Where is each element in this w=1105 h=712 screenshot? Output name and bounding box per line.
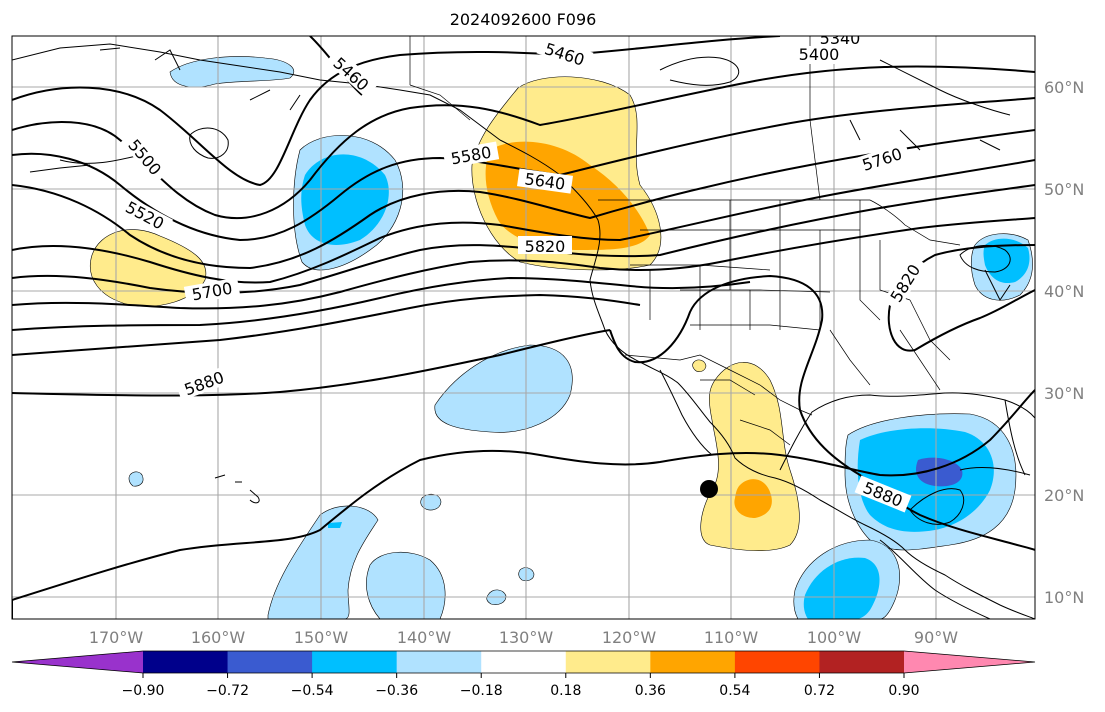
colorbar-segment — [396, 651, 482, 673]
colorbar-tick-label: 0.36 — [635, 683, 666, 699]
colorbar-tick-label: −0.90 — [122, 683, 165, 699]
longitude-labels: 170°W 160°W 150°W 140°W 130°W 120°W 110°… — [89, 628, 958, 647]
lat-label: 60°N — [1044, 78, 1084, 97]
contour-labels: 5340 5400 5460 5460 5500 5520 5580 5640 … — [116, 29, 927, 513]
lon-label: 130°W — [499, 628, 554, 647]
map-title: 2024092600 F096 — [450, 10, 597, 29]
orange-anomaly-pacific-nw — [485, 141, 650, 250]
colorbar-segment — [734, 651, 820, 673]
colorbar-tick-label: 0.90 — [888, 683, 919, 699]
colorbar-tick-label: −0.18 — [460, 683, 503, 699]
lon-label: 170°W — [89, 628, 144, 647]
colorbar-segment — [312, 651, 398, 673]
lat-label: 40°N — [1044, 282, 1084, 301]
colorbar-extend-low — [12, 651, 143, 673]
map-frame — [11, 35, 1036, 620]
colorbar-segment — [143, 651, 229, 673]
map-area: 5340 5400 5460 5460 5500 5520 5580 5640 … — [12, 29, 1035, 619]
lon-label: 100°W — [807, 628, 862, 647]
contour-label: 5400 — [799, 45, 840, 64]
lon-label: 140°W — [397, 628, 452, 647]
yellow-anomaly-pacific — [90, 229, 207, 307]
colorbar-tick-label: −0.36 — [375, 683, 418, 699]
lat-label: 20°N — [1044, 486, 1084, 505]
storm-position-marker — [700, 480, 718, 498]
yellow-anomaly-mexico — [700, 362, 800, 552]
lat-label: 30°N — [1044, 384, 1084, 403]
colorbar-segment — [481, 651, 567, 673]
contour-label: 5340 — [820, 29, 861, 48]
colorbar-segment — [565, 651, 651, 673]
colorbar-segment — [819, 651, 905, 673]
colorbar-tick-label: −0.72 — [206, 683, 249, 699]
colorbar: −0.90 −0.72 −0.54 −0.36 −0.18 0.18 0.36 0.54 0.7… — [11, 650, 1036, 699]
lon-label: 160°W — [191, 628, 246, 647]
lon-label: 120°W — [602, 628, 657, 647]
lon-label: 150°W — [294, 628, 349, 647]
colorbar-extend-high — [904, 651, 1035, 673]
colorbar-tick-label: 0.54 — [719, 683, 750, 699]
contour-label: 5820 — [525, 237, 566, 256]
colorbar-tick-label: 0.18 — [550, 683, 581, 699]
colorbar-tick-label: 0.72 — [804, 683, 835, 699]
lat-label: 50°N — [1044, 180, 1084, 199]
colorbar-segment — [650, 651, 736, 673]
colorbar-segment — [227, 651, 313, 673]
lon-label: 90°W — [914, 628, 958, 647]
lat-label: 10°N — [1044, 588, 1084, 607]
colorbar-tick-label: −0.54 — [291, 683, 334, 699]
latitude-labels: 60°N 50°N 40°N 30°N 20°N 10°N — [1044, 78, 1084, 607]
lon-label: 110°W — [704, 628, 759, 647]
